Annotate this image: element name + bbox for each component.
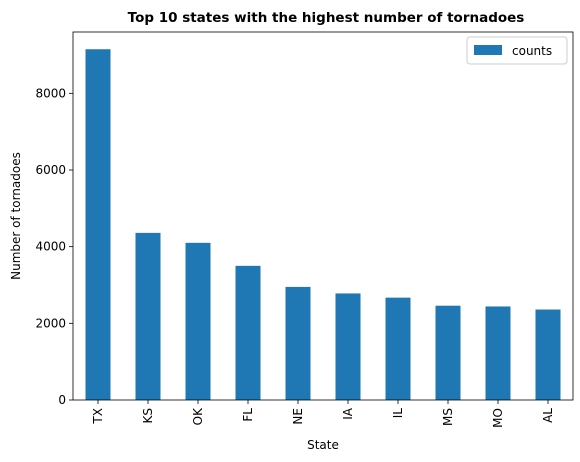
chart-title: Top 10 states with the highest number of… <box>128 10 525 26</box>
bar-ia <box>335 293 361 400</box>
x-axis-label: State <box>307 438 339 452</box>
x-tick-label-il: IL <box>391 408 405 419</box>
x-tick-label-ia: IA <box>341 407 355 420</box>
y-tick-label: 2000 <box>35 316 66 330</box>
bar-fl <box>235 265 261 400</box>
plot-frame <box>72 31 574 401</box>
bar-ks <box>135 232 161 400</box>
x-tick-label-fl: FL <box>241 408 255 422</box>
bar-tx <box>85 49 111 400</box>
y-tick-label: 4000 <box>35 240 66 254</box>
legend-label-counts: counts <box>512 44 552 58</box>
bar-ms <box>435 305 461 400</box>
x-tick-label-mo: MO <box>491 408 505 428</box>
y-axis-label: Number of tornadoes <box>9 152 23 280</box>
bar-ne <box>285 286 311 400</box>
bars-group <box>85 49 561 400</box>
y-tick-label: 8000 <box>35 86 66 100</box>
legend-swatch-counts <box>474 45 502 55</box>
x-tick-label-ne: NE <box>291 408 305 425</box>
x-tick-label-ok: OK <box>191 407 205 425</box>
x-tick-label-al: AL <box>541 408 555 423</box>
legend-box <box>466 36 568 65</box>
bar-ok <box>185 242 211 400</box>
x-tick-label-ms: MS <box>441 408 455 426</box>
x-axis: TX KS OK FL NE IA IL MS MO AL <box>91 400 555 428</box>
x-tick-label-ks: KS <box>141 408 155 424</box>
y-axis: 0 2000 4000 6000 8000 <box>35 86 73 407</box>
bar-al <box>535 309 561 400</box>
x-tick-label-tx: TX <box>91 408 105 425</box>
y-tick-label: 0 <box>58 393 66 407</box>
y-tick-label: 6000 <box>35 163 66 177</box>
legend: counts <box>466 36 568 65</box>
bar-il <box>385 297 411 400</box>
bar-mo <box>485 306 511 400</box>
